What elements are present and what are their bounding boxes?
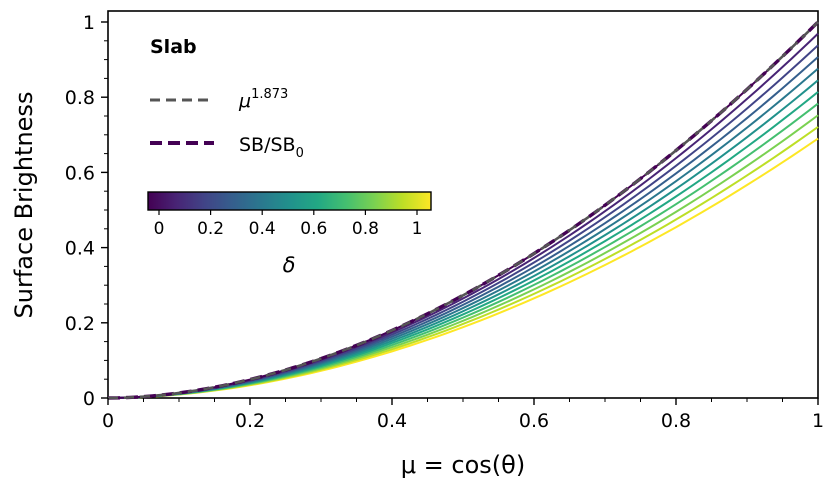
legend-label-sb-ratio: SB/SB0: [239, 134, 304, 161]
legend-label-power-law-base: μ: [238, 90, 251, 112]
series-line-delta-1: [107, 137, 819, 399]
legend: Slab μ1.873 SB/SB0: [150, 36, 304, 161]
y-tick-label: 0.4: [65, 238, 95, 260]
series-lines: [107, 20, 820, 400]
y-tick-label: 0.8: [65, 87, 95, 109]
series-line-delta-0.7: [107, 102, 819, 399]
colorbar-tick-label: 0.6: [300, 219, 327, 239]
x-tick-label: 0.2: [235, 410, 265, 432]
colorbar-tick-label: 0: [154, 219, 165, 239]
colorbar-label: δ: [283, 253, 296, 277]
x-tick-label: 0.4: [377, 410, 407, 432]
y-tick-label: 0: [83, 388, 95, 410]
colorbar-gradient: [147, 191, 432, 211]
legend-label-sb-ratio-base: SB/SB: [239, 134, 296, 156]
series-line-delta-0.9: [107, 126, 819, 399]
colorbar-tick-label: 0.8: [352, 219, 379, 239]
y-tick-label: 0.6: [65, 162, 95, 184]
x-tick-label: 0.6: [519, 410, 549, 432]
power-law-curve: [107, 21, 819, 400]
y-axis-label: Surface Brightness: [10, 92, 38, 319]
legend-label-power-law-exponent: 1.873: [251, 87, 288, 102]
y-tick-label: 1: [83, 12, 95, 34]
x-tick-label: 0: [102, 410, 114, 432]
series-line-delta-0.5: [107, 79, 819, 399]
colorbar-tick-label: 0.2: [197, 219, 224, 239]
legend-label-power-law: μ1.873: [238, 87, 288, 112]
x-tick-label: 1: [812, 410, 824, 432]
colorbar-tick-label: 1: [412, 219, 423, 239]
x-axis-ticks: 0 0.2 0.4 0.6 0.8 1: [102, 398, 824, 432]
x-tick-label: 0.8: [661, 410, 691, 432]
series-line-delta-0.8: [107, 114, 819, 399]
y-axis-ticks: 0 0.2 0.4 0.6 0.8 1: [65, 12, 108, 410]
legend-label-sb-ratio-subscript: 0: [296, 146, 304, 161]
colorbar: 0 0.2 0.4 0.6 0.8 1 δ: [147, 191, 432, 277]
y-tick-label: 0.2: [65, 313, 95, 335]
x-axis-label: μ = cos(θ): [401, 451, 525, 479]
legend-title: Slab: [150, 36, 197, 58]
series-line-delta-0.1: [107, 32, 819, 399]
colorbar-tick-label: 0.4: [249, 219, 276, 239]
colorbar-ticks: 0 0.2 0.4 0.6 0.8 1: [154, 210, 423, 239]
